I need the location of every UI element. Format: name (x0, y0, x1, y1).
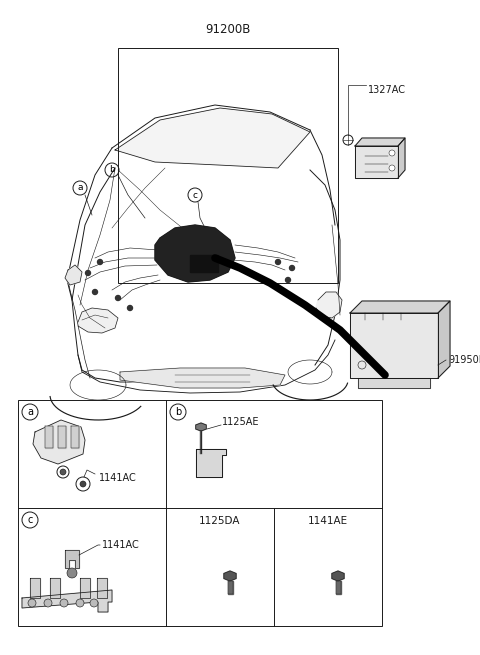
Polygon shape (155, 225, 235, 282)
Polygon shape (78, 308, 118, 333)
Polygon shape (71, 426, 79, 448)
Polygon shape (45, 426, 53, 448)
Circle shape (44, 599, 52, 607)
Text: 91950E: 91950E (448, 355, 480, 365)
Circle shape (128, 305, 132, 310)
Polygon shape (398, 138, 405, 178)
Text: 1125AE: 1125AE (222, 417, 260, 427)
Circle shape (60, 469, 66, 475)
Circle shape (76, 599, 84, 607)
Polygon shape (196, 449, 226, 477)
Text: 1125DA: 1125DA (199, 516, 241, 526)
Text: c: c (27, 515, 33, 525)
Text: 1327AC: 1327AC (368, 85, 406, 95)
Circle shape (276, 259, 280, 265)
Text: a: a (77, 183, 83, 193)
Polygon shape (350, 313, 438, 378)
Polygon shape (120, 368, 285, 388)
Polygon shape (316, 292, 342, 318)
Polygon shape (358, 378, 430, 388)
Circle shape (116, 295, 120, 301)
Text: 1141AC: 1141AC (102, 540, 140, 550)
Circle shape (93, 290, 97, 295)
Text: 91200B: 91200B (205, 23, 251, 36)
Circle shape (389, 150, 395, 156)
Text: b: b (175, 407, 181, 417)
Text: c: c (192, 191, 197, 200)
Polygon shape (65, 550, 79, 568)
Bar (118, 48, 338, 283)
Polygon shape (97, 578, 107, 598)
Text: 1141AC: 1141AC (99, 473, 137, 483)
Text: 1141AE: 1141AE (308, 516, 348, 526)
Circle shape (289, 265, 295, 271)
Text: b: b (109, 166, 115, 174)
Circle shape (389, 165, 395, 171)
Polygon shape (190, 255, 218, 272)
Polygon shape (228, 581, 232, 594)
Circle shape (90, 599, 98, 607)
Polygon shape (438, 301, 450, 378)
Circle shape (85, 271, 91, 276)
Polygon shape (50, 578, 60, 598)
Circle shape (286, 278, 290, 282)
Circle shape (80, 481, 86, 487)
Circle shape (97, 259, 103, 265)
Polygon shape (355, 146, 398, 178)
Polygon shape (224, 571, 236, 581)
Text: a: a (27, 407, 33, 417)
Circle shape (67, 568, 77, 578)
Bar (18, 400, 382, 626)
Circle shape (28, 599, 36, 607)
Polygon shape (80, 578, 90, 598)
Polygon shape (336, 581, 340, 594)
Polygon shape (58, 426, 66, 448)
Polygon shape (65, 265, 82, 285)
Circle shape (60, 599, 68, 607)
Polygon shape (332, 571, 344, 581)
Polygon shape (115, 108, 310, 168)
Polygon shape (196, 423, 206, 431)
Polygon shape (22, 590, 112, 612)
Polygon shape (30, 578, 40, 598)
Polygon shape (350, 301, 450, 313)
Polygon shape (33, 420, 85, 464)
Polygon shape (355, 138, 405, 146)
